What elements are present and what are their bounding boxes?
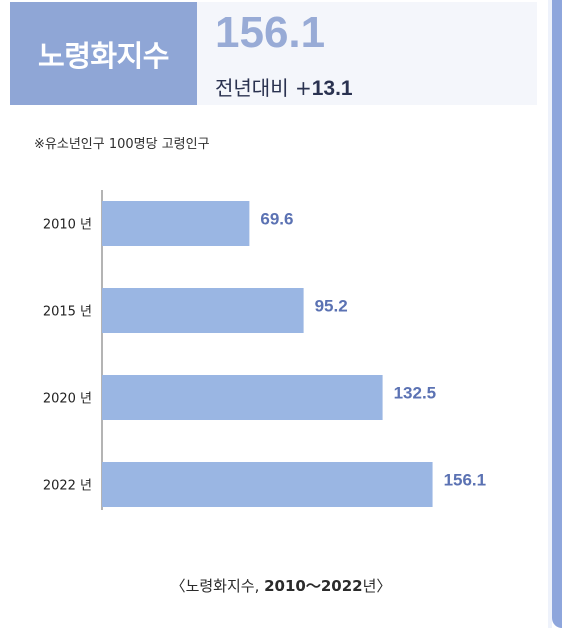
bar-2: [102, 375, 383, 420]
caption-years: 2010～2022: [264, 577, 363, 595]
panel-edge: [548, 0, 552, 628]
caption-prefix: 〈노령화지수,: [170, 577, 265, 595]
category-label-2: 2020 년: [43, 392, 92, 407]
value-label-2: 132.5: [394, 384, 437, 403]
bar-0: [102, 201, 250, 246]
header-change-prefix: 전년대비 +: [215, 76, 312, 100]
bar-3: [102, 462, 433, 507]
value-label-1: 95.2: [315, 297, 348, 316]
category-label-3: 2022 년: [43, 479, 92, 494]
header-label-box: 노령화지수: [10, 2, 197, 105]
chart-note: ※유소년인구 100명당 고령인구: [34, 137, 210, 152]
header-change-value: 13.1: [311, 77, 353, 100]
header-value: 156.1: [215, 8, 326, 57]
header-change: 전년대비 +13.1: [215, 72, 353, 101]
chart-bars: 2010 년 69.6 2015 년 95.2 2020 년 132.5 2022 년 156…: [43, 190, 486, 510]
header-label: 노령화지수: [38, 38, 169, 73]
bar-chart: 2010 년 69.6 2015 년 95.2 2020 년 132.5 2022 년 156…: [43, 190, 486, 510]
value-label-3: 156.1: [444, 471, 487, 490]
caption-suffix: 년〉: [362, 577, 392, 595]
value-label-0: 69.6: [260, 210, 293, 229]
category-label-1: 2015 년: [43, 305, 92, 320]
category-label-0: 2010 년: [43, 218, 92, 233]
side-accent-bar: [552, 0, 562, 628]
header-value-box: 156.1 전년대비 +13.1: [197, 2, 537, 105]
chart-caption: 〈노령화지수, 2010～2022년〉: [0, 575, 562, 596]
bar-1: [102, 288, 304, 333]
